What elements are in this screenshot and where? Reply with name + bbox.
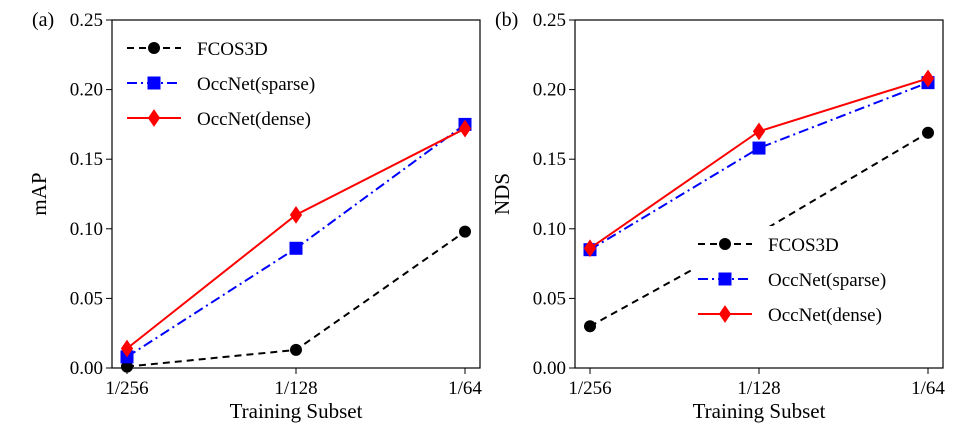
data-point — [290, 343, 302, 356]
legend: FCOS3D OccNet(sparse) OccNet(dense) — [692, 226, 922, 335]
legend-label: FCOS3D — [768, 235, 839, 256]
y-tick-label: 0.05 — [533, 288, 566, 309]
legend-marker — [718, 305, 732, 323]
y-tick-label: 0.10 — [533, 219, 566, 240]
y-axis-label: mAP — [27, 172, 51, 215]
chart-panel-b: 0.00 0.05 0.10 0.15 0.20 0.25 1/256 1/128 1/64 Tr… — [490, 9, 945, 423]
panel-label: (b) — [495, 9, 518, 31]
legend-label: OccNet(dense) — [197, 109, 311, 130]
series-line — [126, 123, 466, 358]
chart-panel-a: 0.00 0.05 0.10 0.15 0.20 0.25 1/256 1/128 1/64 Tr… — [27, 9, 482, 423]
x-axis-label: Training Subset — [230, 399, 363, 423]
data-point — [921, 69, 935, 88]
y-tick-label: 0.20 — [70, 80, 103, 101]
data-point — [583, 239, 597, 258]
series-line — [589, 81, 929, 251]
data-point — [752, 122, 766, 141]
panel-label: (a) — [32, 9, 54, 31]
series-occnet-dense — [120, 119, 472, 358]
y-axis-label: NDS — [490, 173, 514, 215]
x-axis-label: Training Subset — [693, 399, 826, 423]
legend-marker — [718, 272, 732, 286]
y-tick-label: 0.15 — [70, 149, 103, 170]
series-fcos3d — [121, 225, 471, 373]
data-point — [459, 225, 471, 238]
data-point — [752, 141, 766, 155]
y-tick-label: 0.10 — [70, 219, 103, 240]
data-point — [289, 205, 303, 224]
legend: FCOS3D OccNet(sparse) OccNet(dense) — [121, 30, 351, 139]
legend-label: OccNet(sparse) — [197, 74, 315, 95]
legend-marker — [147, 109, 161, 127]
y-tick-label: 0.00 — [533, 358, 566, 379]
x-tick-label: 1/256 — [105, 378, 148, 399]
data-point — [120, 339, 134, 358]
y-tick-label: 0.25 — [533, 10, 566, 31]
x-tick-label: 1/64 — [911, 378, 945, 399]
series-occnet-dense — [583, 69, 935, 258]
data-point — [289, 241, 303, 255]
x-tick-label: 1/256 — [568, 378, 611, 399]
data-point — [922, 126, 934, 139]
legend-marker — [147, 76, 161, 90]
legend-label: OccNet(sparse) — [768, 270, 886, 291]
x-tick-label: 1/64 — [448, 378, 482, 399]
x-tick-label: 1/128 — [274, 378, 317, 399]
x-tick-label: 1/128 — [737, 378, 780, 399]
y-tick-label: 0.05 — [70, 288, 103, 309]
y-tick-label: 0.20 — [533, 80, 566, 101]
y-tick-label: 0.15 — [533, 149, 566, 170]
legend-marker — [719, 238, 731, 250]
y-tick-label: 0.25 — [70, 10, 103, 31]
legend-label: OccNet(dense) — [768, 305, 882, 326]
legend-marker — [148, 42, 160, 54]
data-point — [458, 119, 472, 138]
y-tick-label: 0.00 — [70, 358, 103, 379]
data-point — [584, 320, 596, 333]
legend-label: FCOS3D — [197, 39, 268, 60]
series-occnet-sparse — [120, 117, 472, 364]
